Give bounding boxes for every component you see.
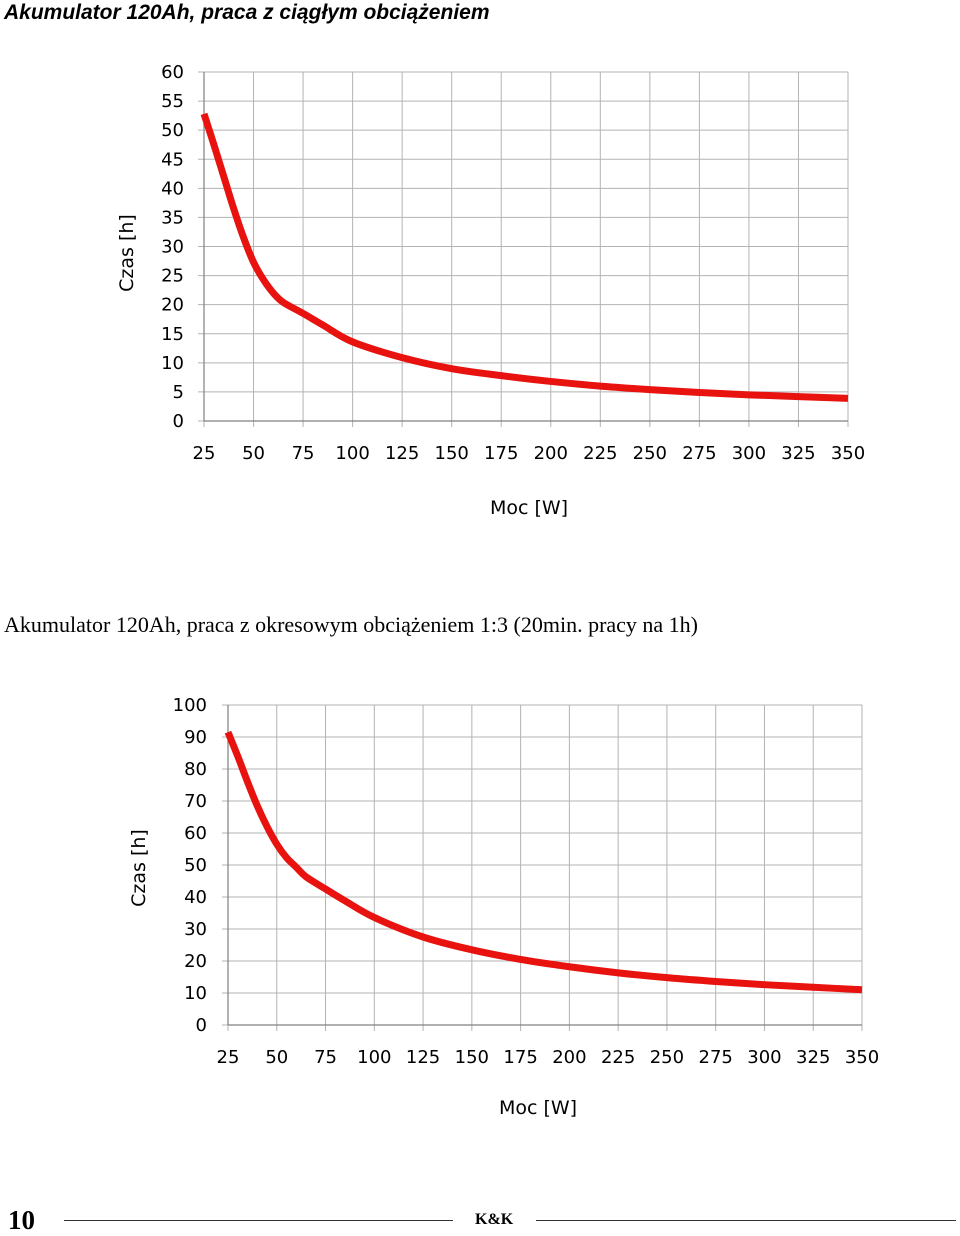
x-tick-label: 350 [845,1047,879,1068]
y-tick-label: 90 [184,727,207,748]
x-tick-label: 275 [699,1047,733,1068]
y-tick-label: 15 [161,324,184,345]
x-tick-label: 175 [503,1047,537,1068]
x-tick-label: 125 [406,1047,440,1068]
y-tick-label: 100 [173,695,207,716]
x-tick-label: 325 [796,1047,830,1068]
footer-brand: K&K [475,1211,514,1228]
y-tick-label: 30 [161,237,184,258]
x-tick-label: 150 [455,1047,489,1068]
y-tick-label: 50 [184,855,207,876]
footer-divider-right [536,1220,956,1221]
x-tick-label: 75 [314,1047,337,1068]
x-tick-label: 150 [435,443,469,464]
x-tick-label: 350 [831,443,865,464]
x-tick-label: 250 [650,1047,684,1068]
x-axis-label: Moc [W] [499,1097,577,1119]
chart2-title: Akumulator 120Ah, praca z okresowym obci… [4,612,699,637]
series-line [200,112,849,402]
page-number: 10 [8,1205,35,1235]
x-tick-label: 75 [292,443,315,464]
x-tick-label: 125 [385,443,419,464]
chart2-periodic-load: 0 10 20 30 40 50 60 70 80 90 100 25 50 75 100 125 150 175… [128,695,879,1119]
x-tick-label: 25 [217,1047,240,1068]
x-tick-label: 100 [335,443,369,464]
y-tick-label: 20 [161,295,184,316]
y-tick-label: 0 [173,411,184,432]
y-axis-label: Czas [h] [128,829,150,907]
x-tick-label: 325 [781,443,815,464]
x-tick-label: 50 [265,1047,288,1068]
y-tick-label: 5 [173,382,184,403]
y-tick-label: 60 [161,62,184,83]
chart1-continuous-load: 0 5 10 15 20 25 30 35 40 45 50 55 60 25 50 75 100 125 150 1… [116,62,865,519]
y-tick-label: 30 [184,919,207,940]
y-tick-label: 45 [161,149,184,170]
y-tick-label: 25 [161,266,184,287]
y-tick-label: 50 [161,120,184,141]
chart1-title: Akumulator 120Ah, praca z ciągłym obciąż… [4,1,490,24]
x-tick-label: 300 [732,443,766,464]
x-tick-label: 250 [633,443,667,464]
x-tick-label: 225 [601,1047,635,1068]
y-tick-label: 10 [161,353,184,374]
y-axis-label: Czas [h] [116,214,138,292]
x-tick-label: 200 [534,443,568,464]
x-tick-label: 25 [193,443,216,464]
x-tick-label: 175 [484,443,518,464]
x-tick-label: 225 [583,443,617,464]
y-tick-label: 55 [161,91,184,112]
y-tick-label: 70 [184,791,207,812]
x-axis-label: Moc [W] [490,497,568,519]
x-tick-label: 50 [242,443,265,464]
y-tick-label: 35 [161,207,184,228]
x-tick-label: 300 [747,1047,781,1068]
x-tick-label: 275 [682,443,716,464]
y-tick-label: 80 [184,759,207,780]
footer-divider-left [64,1220,453,1221]
y-tick-label: 10 [184,983,207,1004]
series-line [224,730,863,994]
y-tick-label: 60 [184,823,207,844]
y-tick-label: 0 [196,1015,207,1036]
y-tick-label: 40 [184,887,207,908]
y-tick-label: 20 [184,951,207,972]
y-tick-label: 40 [161,178,184,199]
x-tick-label: 200 [552,1047,586,1068]
x-tick-label: 100 [357,1047,391,1068]
